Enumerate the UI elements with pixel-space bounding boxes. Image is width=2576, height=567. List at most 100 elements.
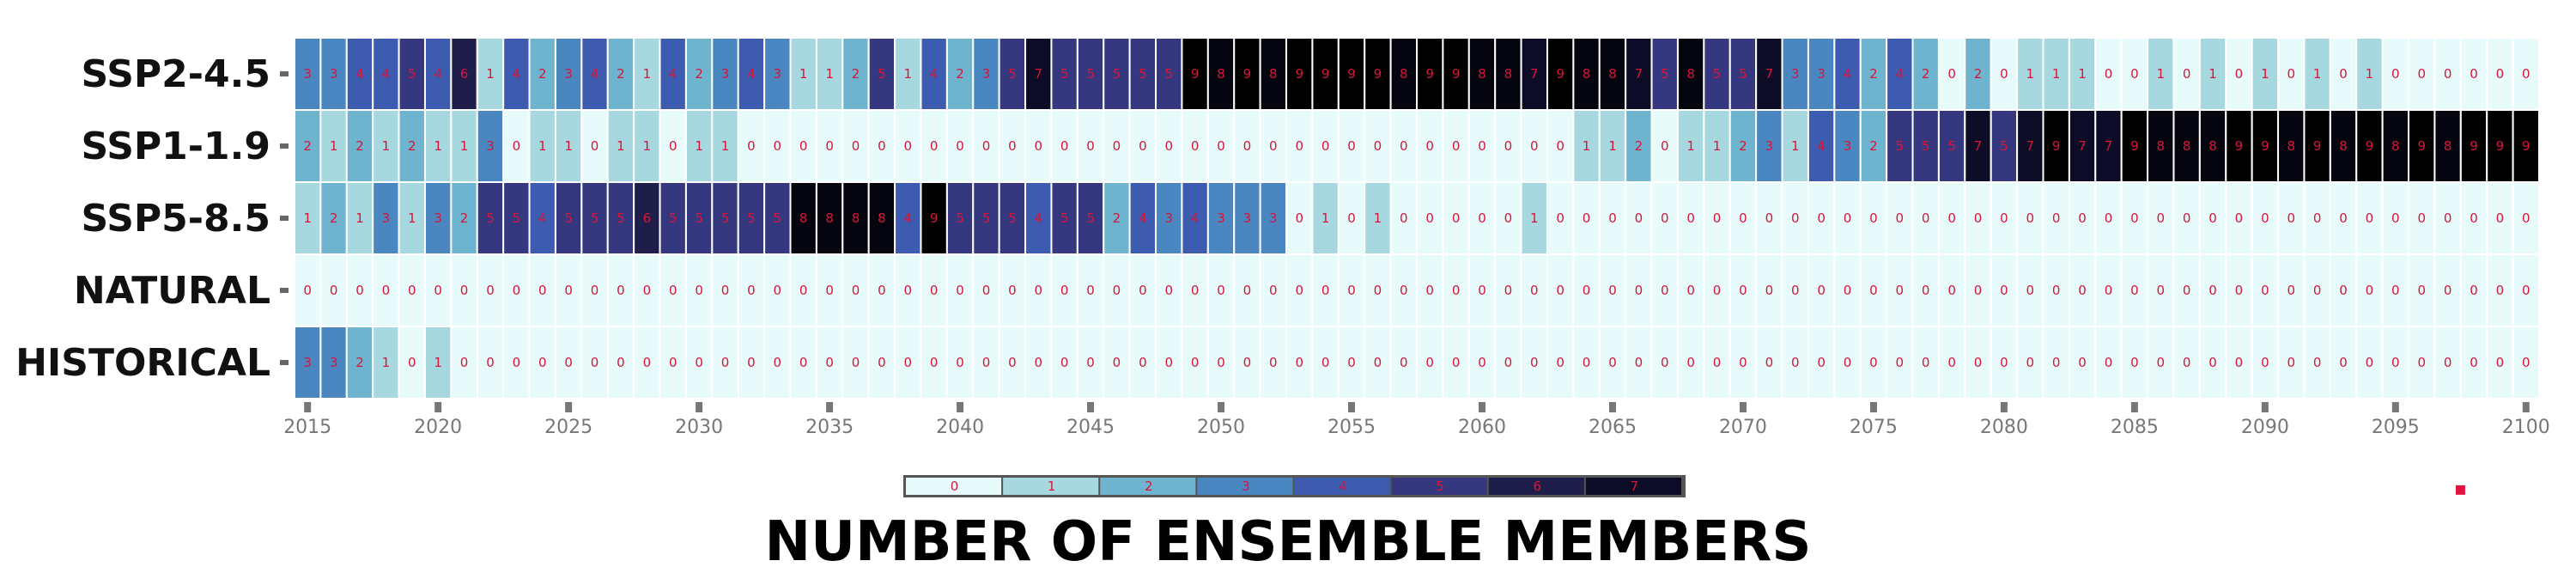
cell-value-label: 0: [2313, 283, 2322, 298]
cell-value-label: 0: [2417, 66, 2426, 82]
cell-value-label: 0: [2287, 355, 2295, 370]
cell-value-label: 0: [538, 355, 547, 370]
cell-value-label: 0: [2105, 66, 2113, 82]
cell-value-label: 4: [538, 210, 547, 226]
cell-value-label: 0: [1686, 355, 1695, 370]
heatmap-cell: [2355, 326, 2384, 399]
heatmap-cell: [659, 326, 687, 399]
heatmap-cell: [1311, 181, 1340, 255]
x-tick: [1087, 402, 1095, 412]
heatmap-cell: [423, 253, 453, 327]
cell-value-label: 3: [382, 210, 391, 226]
heatmap-cell: [1024, 326, 1053, 399]
heatmap-cell: [2198, 181, 2227, 255]
cell-value-label: 0: [1947, 66, 1956, 82]
row-tick: [280, 288, 289, 293]
row-label: SSP1-1.9: [82, 125, 270, 168]
heatmap-cell: [1598, 109, 1627, 183]
cell-value-label: 0: [2522, 283, 2530, 298]
x-tick-label: 2090: [2241, 417, 2289, 438]
cell-value-label: 0: [1191, 283, 1200, 298]
cell-value-label: 0: [1034, 355, 1042, 370]
cell-value-label: 2: [617, 66, 625, 82]
colorbar-label: 0: [951, 479, 959, 494]
cell-value-label: 4: [1844, 66, 1852, 82]
cell-value-label: 5: [669, 210, 677, 226]
heatmap-cell: [1206, 109, 1236, 183]
cell-value-label: 0: [1869, 283, 1878, 298]
cell-value-label: 1: [460, 138, 469, 154]
x-tick-label: 2050: [1197, 417, 1245, 438]
x-tick: [2522, 402, 2530, 412]
heatmap-cell: [2303, 37, 2331, 111]
x-tick-label: 2045: [1066, 417, 1115, 438]
cell-value-label: 0: [1974, 283, 1983, 298]
cell-value-label: 0: [2208, 283, 2217, 298]
cell-value-label: 8: [1269, 66, 1278, 82]
row-tick: [280, 216, 289, 221]
cell-value-label: 0: [1400, 283, 1408, 298]
cell-value-label: 3: [774, 66, 782, 82]
cell-value-label: 1: [2313, 66, 2322, 82]
heatmap-cell: [2251, 326, 2280, 399]
cell-value-label: 0: [1321, 138, 1330, 154]
cell-value-label: 1: [2078, 66, 2087, 82]
cell-value-label: 0: [2261, 283, 2269, 298]
cell-value-label: 0: [2470, 283, 2478, 298]
cell-value-label: 0: [1321, 355, 1330, 370]
x-tick-label: 2015: [283, 417, 331, 438]
heatmap-cell: [841, 253, 870, 327]
cell-value-label: 9: [930, 210, 939, 226]
cell-value-label: 0: [1113, 283, 1121, 298]
cell-value-label: 0: [2156, 283, 2165, 298]
cell-value-label: 8: [1217, 66, 1225, 82]
cell-value-label: 0: [1060, 355, 1069, 370]
cell-value-label: 0: [2391, 66, 2400, 82]
heatmap-cell: [867, 109, 896, 183]
heatmap-cell: [1416, 37, 1444, 111]
cell-value-label: 0: [1139, 355, 1147, 370]
heatmap-cell: [1311, 109, 1340, 183]
cell-value-label: 3: [1791, 66, 1800, 82]
cell-value-label: 0: [2183, 66, 2191, 82]
heatmap-cell: [763, 326, 792, 399]
cell-value-label: 0: [799, 283, 808, 298]
cell-value-label: 0: [1947, 355, 1956, 370]
cell-value-label: 0: [1164, 138, 1173, 154]
cell-value-label: 0: [330, 283, 338, 298]
cell-value-label: 0: [1739, 210, 1747, 226]
cell-value-label: 1: [330, 138, 338, 154]
heatmap-cell: [2094, 326, 2123, 399]
cell-value-label: 0: [799, 138, 808, 154]
cell-value-label: 0: [1869, 355, 1878, 370]
heatmap-cell: [998, 326, 1027, 399]
colorbar-label: 6: [1534, 479, 1542, 494]
cell-value-label: 0: [1400, 138, 1408, 154]
cell-value-label: 0: [1034, 283, 1042, 298]
x-tick-label: 2100: [2502, 417, 2550, 438]
cell-value-label: 0: [1713, 210, 1722, 226]
cell-value-label: 8: [1478, 66, 1486, 82]
heatmap-cell: [2433, 326, 2462, 399]
x-tick: [1348, 402, 1356, 412]
cell-value-label: 0: [1478, 283, 1486, 298]
heatmap-cell: [1155, 181, 1183, 255]
cell-value-label: 5: [2000, 138, 2008, 154]
cell-value-label: 0: [2183, 355, 2191, 370]
cell-value-label: 0: [747, 355, 756, 370]
cell-value-label: 0: [1817, 355, 1826, 370]
cell-value-label: 5: [721, 210, 730, 226]
cell-value-label: 0: [1844, 283, 1852, 298]
cell-value-label: 1: [721, 138, 730, 154]
heatmap-cell: [1311, 326, 1340, 399]
heatmap-cell: [319, 181, 348, 255]
cell-value-label: 0: [1504, 210, 1513, 226]
cell-value-label: 8: [1608, 66, 1617, 82]
heatmap-cell: [633, 181, 661, 255]
heatmap-cell: [2042, 326, 2070, 399]
cell-value-label: 0: [2235, 66, 2244, 82]
cell-value-label: 0: [1635, 210, 1643, 226]
cell-value-label: 5: [1739, 66, 1747, 82]
cell-value-label: 0: [852, 138, 860, 154]
cell-value-label: 0: [825, 283, 834, 298]
